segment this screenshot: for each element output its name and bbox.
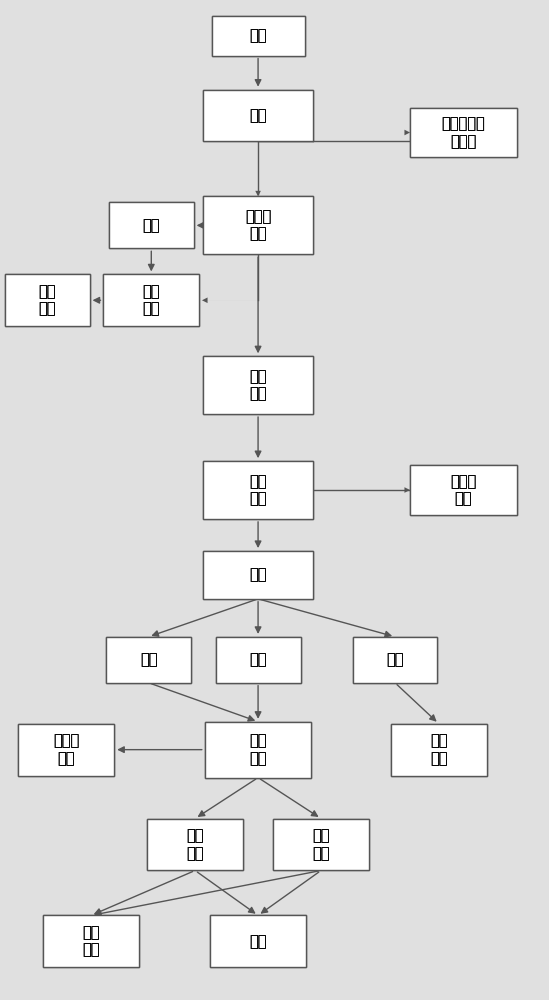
Bar bbox=[5, 274, 89, 326]
Text: 负极: 负极 bbox=[249, 652, 267, 667]
Bar bbox=[391, 724, 487, 776]
Bar bbox=[410, 465, 517, 515]
Bar bbox=[203, 196, 313, 254]
Text: 馏分: 馏分 bbox=[143, 218, 160, 233]
Bar bbox=[203, 90, 313, 141]
Text: 负极
粉料: 负极 粉料 bbox=[312, 828, 330, 861]
Text: 电池: 电池 bbox=[249, 28, 267, 43]
Bar bbox=[352, 637, 438, 683]
Text: 电解液
置换: 电解液 置换 bbox=[245, 209, 271, 242]
Bar bbox=[106, 637, 191, 683]
Text: 负极
粉料: 负极 粉料 bbox=[312, 828, 330, 861]
Text: 电池: 电池 bbox=[249, 28, 267, 43]
Bar bbox=[211, 16, 305, 56]
Text: 隔膜: 隔膜 bbox=[386, 652, 404, 667]
Bar bbox=[19, 724, 114, 776]
Bar bbox=[205, 722, 311, 778]
Bar bbox=[410, 108, 517, 157]
Bar bbox=[147, 819, 243, 870]
Text: 正极: 正极 bbox=[140, 652, 158, 667]
Text: 元素
回收: 元素 回收 bbox=[82, 925, 100, 958]
Bar bbox=[203, 356, 313, 414]
Bar bbox=[103, 274, 199, 326]
Bar bbox=[203, 461, 313, 519]
Text: 馏分: 馏分 bbox=[143, 218, 160, 233]
Text: 负极: 负极 bbox=[249, 652, 267, 667]
Bar bbox=[210, 915, 306, 967]
Bar bbox=[203, 551, 313, 599]
Text: 正极
粉料: 正极 粉料 bbox=[186, 828, 204, 861]
Bar bbox=[43, 915, 139, 967]
Text: 再生: 再生 bbox=[249, 934, 267, 949]
Bar bbox=[410, 465, 517, 515]
Text: 无害
处理: 无害 处理 bbox=[38, 284, 56, 316]
Text: 放电: 放电 bbox=[249, 108, 267, 123]
Bar bbox=[273, 819, 369, 870]
Bar bbox=[410, 108, 517, 157]
Text: 打开防爆阀
或加管: 打开防爆阀 或加管 bbox=[441, 116, 485, 149]
Bar bbox=[203, 356, 313, 414]
Bar bbox=[147, 819, 243, 870]
Bar bbox=[216, 637, 300, 683]
Bar bbox=[203, 196, 313, 254]
Bar bbox=[210, 915, 306, 967]
Bar bbox=[203, 551, 313, 599]
Text: 铜、铝
回收: 铜、铝 回收 bbox=[53, 733, 80, 766]
Text: 超声
分离: 超声 分离 bbox=[249, 733, 267, 766]
Text: 壳体
切割: 壳体 切割 bbox=[249, 369, 267, 401]
Text: 正极
粉料: 正极 粉料 bbox=[186, 828, 204, 861]
Text: 超声
分离: 超声 分离 bbox=[249, 733, 267, 766]
Text: 分离: 分离 bbox=[249, 567, 267, 582]
Text: 隔膜: 隔膜 bbox=[386, 652, 404, 667]
Text: 外壳等
附件: 外壳等 附件 bbox=[450, 474, 477, 506]
Text: 再生: 再生 bbox=[249, 934, 267, 949]
Text: 打开防爆阀
或加管: 打开防爆阀 或加管 bbox=[441, 116, 485, 149]
Bar bbox=[216, 637, 300, 683]
Bar bbox=[391, 724, 487, 776]
Text: 外壳等
附件: 外壳等 附件 bbox=[450, 474, 477, 506]
Bar bbox=[203, 90, 313, 141]
Bar bbox=[109, 202, 194, 248]
Text: 电解液
置换: 电解液 置换 bbox=[245, 209, 271, 242]
Text: 废液
蒸馏: 废液 蒸馏 bbox=[143, 284, 160, 316]
Bar bbox=[19, 724, 114, 776]
Text: 清洗
回收: 清洗 回收 bbox=[430, 733, 447, 766]
Bar bbox=[43, 915, 139, 967]
Text: 分离: 分离 bbox=[249, 567, 267, 582]
Bar bbox=[5, 274, 89, 326]
Bar bbox=[352, 637, 438, 683]
Text: 放电: 放电 bbox=[249, 108, 267, 123]
Bar bbox=[109, 202, 194, 248]
Text: 清洗
回收: 清洗 回收 bbox=[430, 733, 447, 766]
Bar bbox=[205, 722, 311, 778]
Bar bbox=[106, 637, 191, 683]
Text: 正极: 正极 bbox=[140, 652, 158, 667]
Text: 取出
电芯: 取出 电芯 bbox=[249, 474, 267, 506]
Text: 元素
回收: 元素 回收 bbox=[82, 925, 100, 958]
Text: 无害
处理: 无害 处理 bbox=[38, 284, 56, 316]
Bar bbox=[203, 461, 313, 519]
Bar bbox=[211, 16, 305, 56]
Bar bbox=[103, 274, 199, 326]
Text: 壳体
切割: 壳体 切割 bbox=[249, 369, 267, 401]
Text: 废液
蒸馏: 废液 蒸馏 bbox=[143, 284, 160, 316]
Text: 取出
电芯: 取出 电芯 bbox=[249, 474, 267, 506]
Bar bbox=[273, 819, 369, 870]
Text: 铜、铝
回收: 铜、铝 回收 bbox=[53, 733, 80, 766]
